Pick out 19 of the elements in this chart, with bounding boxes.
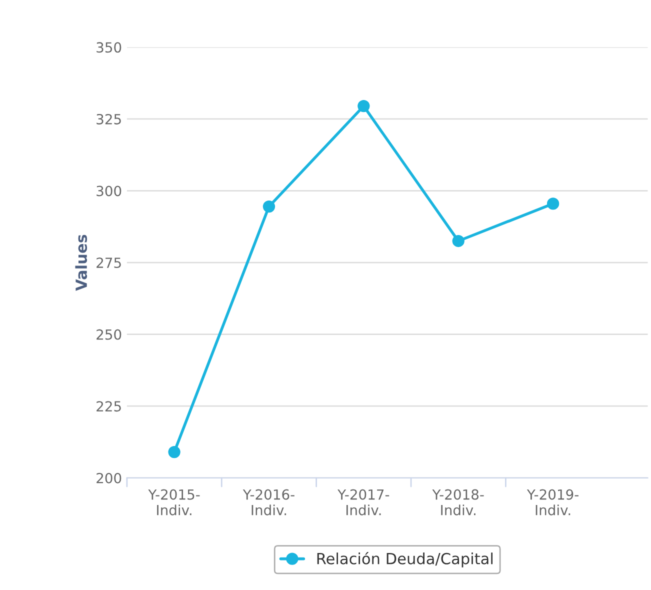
point	[168, 446, 180, 458]
point	[358, 100, 370, 112]
x-tick-label: Y-2019-Indiv.	[526, 489, 578, 516]
y-tick-label: 350	[96, 42, 122, 53]
point	[546, 198, 560, 210]
legend-label: Relación Deuda/Capital	[317, 552, 493, 568]
x-tick-label: Y-2015-Indiv.	[148, 489, 200, 516]
y-axis-title: Values	[75, 234, 88, 291]
y-tick-label: 225	[96, 401, 121, 412]
y-tick-label: 250	[96, 329, 122, 340]
y-tick-label: 275	[96, 258, 121, 268]
y-tick-label: 200	[96, 472, 122, 484]
x-tick-label: Y-2018-Indiv.	[432, 489, 484, 516]
y-tick-label: 325	[96, 114, 121, 124]
point	[452, 234, 464, 248]
point	[262, 200, 276, 213]
y-tick-label: 300	[96, 186, 122, 196]
x-tick-label: Y-2017-Indiv.	[338, 489, 390, 516]
x-tick-label: Y-2016-Indiv.	[242, 489, 294, 516]
